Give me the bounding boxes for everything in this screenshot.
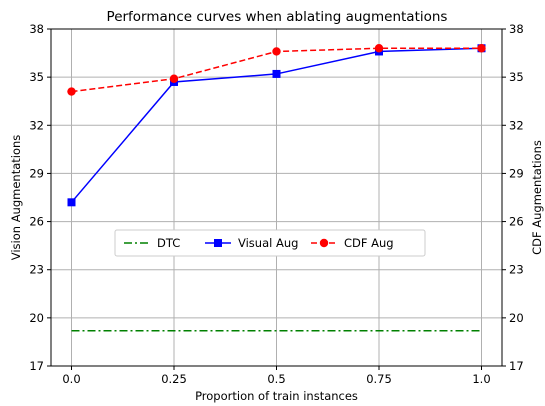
x-tick-label: 1.0 (472, 372, 490, 386)
data-point-visual-aug (272, 69, 281, 78)
y-tick-label-left: 17 (29, 359, 44, 373)
y-tick-label-left: 26 (29, 215, 44, 229)
y-tick-label-right: 38 (509, 22, 524, 36)
series-layer (67, 44, 486, 332)
y-tick-label-left: 29 (29, 166, 44, 180)
x-tick-label: 0.25 (161, 372, 187, 386)
y-tick-label-right: 32 (509, 118, 524, 132)
x-tick-label: 0.75 (366, 372, 392, 386)
legend-box (114, 229, 426, 257)
legend: DTC Visual Aug CDF Aug (114, 229, 426, 257)
y-axis-label-right: CDF Augmentations (530, 140, 544, 255)
y-tick-label-right: 17 (509, 359, 524, 373)
y-tick-label-right: 29 (509, 166, 524, 180)
x-tick-label: 0.0 (62, 372, 80, 386)
chart-title: Performance curves when ablating augment… (107, 9, 448, 25)
data-point-cdf-aug (169, 74, 179, 83)
y-tick-label-left: 23 (29, 263, 44, 277)
y-tick-label-left: 32 (29, 118, 44, 132)
legend-marker-visual-aug (214, 239, 222, 247)
legend-label-dtc: DTC (157, 236, 180, 250)
data-point-cdf-aug (272, 47, 281, 56)
data-point-visual-aug (67, 198, 76, 207)
y-tick-label-left: 35 (29, 70, 44, 84)
legend-marker-cdf-aug (319, 238, 329, 248)
legend-label-cdf-aug: CDF Aug (344, 236, 394, 250)
ticks: 0.0 0.25 0.5 0.75 1.0 17 17 20 20 23 23 26 26 29 29 32 3… (29, 22, 523, 386)
y-tick-label-left: 20 (29, 311, 44, 325)
series-cdf-aug (67, 44, 486, 96)
data-point-cdf-aug (374, 44, 384, 53)
y-tick-label-left: 38 (29, 22, 44, 36)
y-tick-label-right: 35 (509, 70, 524, 84)
y-axis-label-left: Vision Augmentations (9, 135, 23, 261)
data-point-cdf-aug (67, 87, 76, 96)
legend-label-visual-aug: Visual Aug (238, 236, 298, 250)
data-point-cdf-aug (477, 44, 486, 53)
y-tick-label-right: 26 (509, 215, 524, 229)
x-axis-label: Proportion of train instances (195, 389, 358, 403)
x-tick-label: 0.5 (267, 372, 285, 386)
y-tick-label-right: 23 (509, 263, 524, 277)
y-tick-label-right: 20 (509, 311, 524, 325)
